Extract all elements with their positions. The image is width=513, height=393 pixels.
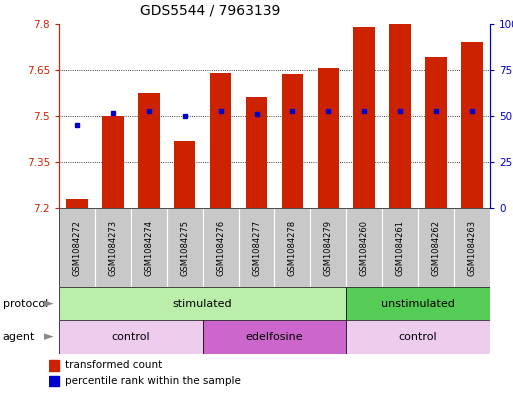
Bar [59,208,95,287]
Bar [425,57,447,208]
Bar [174,141,195,208]
Bar [346,287,490,320]
Bar [49,376,60,386]
Bar [131,208,167,287]
Text: ►: ► [44,331,53,343]
Bar [210,73,231,208]
Text: stimulated: stimulated [173,299,232,309]
Bar [138,93,160,208]
Bar [382,208,418,287]
Bar [318,68,339,208]
Text: GSM1084272: GSM1084272 [72,220,82,275]
Bar [282,74,303,208]
Bar [66,199,88,208]
Bar [418,208,454,287]
Bar [59,320,203,354]
Text: GSM1084277: GSM1084277 [252,220,261,275]
Text: GSM1084262: GSM1084262 [431,220,441,275]
Text: agent: agent [3,332,35,342]
Bar [167,208,203,287]
Bar [102,116,124,208]
Bar [49,360,60,371]
Text: GDS5544 / 7963139: GDS5544 / 7963139 [140,4,280,18]
Text: GSM1084275: GSM1084275 [180,220,189,275]
Text: GSM1084278: GSM1084278 [288,220,297,275]
Text: edelfosine: edelfosine [246,332,303,342]
Text: protocol: protocol [3,299,48,309]
Bar [59,287,346,320]
Text: percentile rank within the sample: percentile rank within the sample [65,376,241,386]
Text: GSM1084274: GSM1084274 [144,220,153,275]
Text: unstimulated: unstimulated [381,299,455,309]
Bar [203,208,239,287]
Bar [461,42,483,208]
Bar [353,27,375,208]
Text: GSM1084261: GSM1084261 [396,220,405,275]
Bar [346,320,490,354]
Text: control: control [111,332,150,342]
Text: transformed count: transformed count [65,360,163,370]
Bar [389,24,411,208]
Bar [203,320,346,354]
Bar [246,97,267,208]
Text: GSM1084273: GSM1084273 [108,220,117,275]
Text: GSM1084279: GSM1084279 [324,220,333,275]
Text: GSM1084276: GSM1084276 [216,220,225,275]
Text: control: control [399,332,438,342]
Bar [95,208,131,287]
Text: GSM1084260: GSM1084260 [360,220,369,275]
Bar [239,208,274,287]
Bar [454,208,490,287]
Text: GSM1084263: GSM1084263 [467,220,477,275]
Text: ►: ► [44,297,53,310]
Bar [310,208,346,287]
Bar [274,208,310,287]
Bar [346,208,382,287]
